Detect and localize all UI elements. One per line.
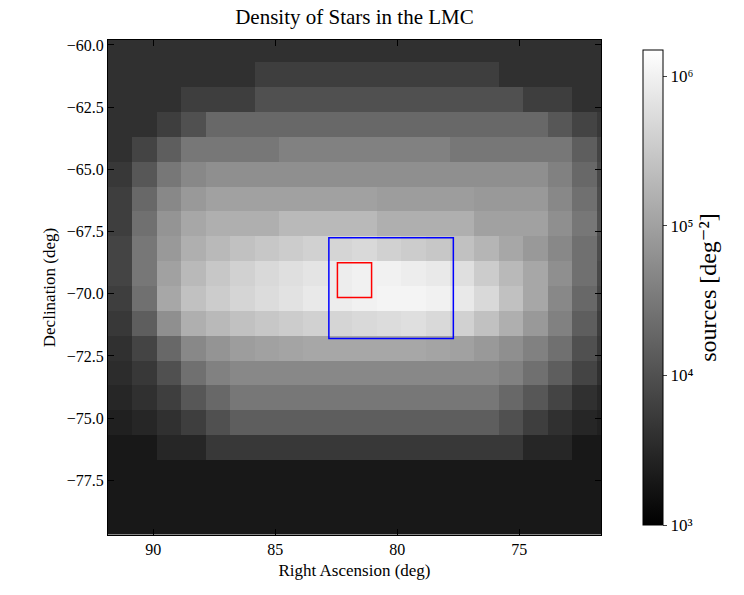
svg-text:80: 80 [389,541,405,558]
svg-text:10⁵: 10⁵ [670,217,693,236]
svg-text:−67.5: −67.5 [67,223,104,240]
svg-text:−60.0: −60.0 [67,37,104,54]
svg-text:−75.0: −75.0 [67,410,104,427]
svg-text:75: 75 [511,541,527,558]
svg-text:10⁶: 10⁶ [670,67,693,86]
svg-text:Declination (deg): Declination (deg) [40,228,59,347]
svg-text:sources [deg⁻²]: sources [deg⁻²] [695,213,721,361]
svg-text:−72.5: −72.5 [67,348,104,365]
svg-text:10³: 10³ [670,516,692,535]
svg-text:Right Ascension (deg): Right Ascension (deg) [278,561,430,580]
svg-text:85: 85 [267,541,283,558]
svg-text:10⁴: 10⁴ [670,366,693,385]
svg-text:−65.0: −65.0 [67,161,104,178]
svg-text:90: 90 [145,541,161,558]
svg-text:−77.5: −77.5 [67,472,104,489]
svg-text:−70.0: −70.0 [67,285,104,302]
svg-text:Density of Stars in the LMC: Density of Stars in the LMC [235,5,474,29]
svg-text:−62.5: −62.5 [67,99,104,116]
